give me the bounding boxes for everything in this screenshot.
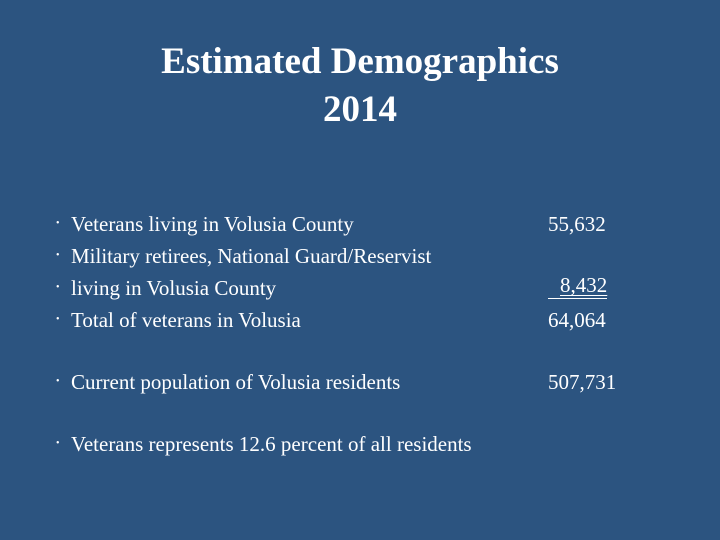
bullet-value: 64,064 bbox=[548, 308, 606, 332]
bullet-row: • Veterans represents 12.6 percent of all… bbox=[0, 428, 720, 460]
title-line: Estimated Demographics bbox=[161, 41, 559, 82]
bullet-value: 8,432 bbox=[548, 272, 608, 299]
bullet-row: • Military retirees, National Guard/Reser… bbox=[0, 240, 720, 272]
bullet-text: Total of veterans in Volusia bbox=[71, 308, 301, 332]
bullet-row: • Veterans living in Volusia County 55,632 bbox=[0, 208, 720, 240]
bullet-text: Current population of Volusia residents bbox=[71, 370, 401, 394]
bullet-dot: • bbox=[56, 438, 60, 449]
bullet-dot: • bbox=[56, 282, 60, 293]
bullet-dot: • bbox=[56, 314, 60, 325]
bullet-text: living in Volusia County bbox=[71, 276, 277, 300]
bullet-value: 55,632 bbox=[548, 212, 606, 236]
bullet-text: Veterans represents 12.6 percent of all … bbox=[71, 432, 472, 456]
title-line: 2014 bbox=[323, 89, 397, 130]
bullet-row: • Current population of Volusia residents… bbox=[0, 366, 720, 398]
bullet-text: Military retirees, National Guard/Reserv… bbox=[71, 244, 432, 268]
bullet-text: Veterans living in Volusia County bbox=[71, 212, 354, 236]
bullet-dot: • bbox=[56, 218, 60, 229]
bullet-value: 507,731 bbox=[548, 370, 617, 394]
bullet-row: • living in Volusia County 8,432 bbox=[0, 272, 720, 304]
bullet-row: • Total of veterans in Volusia 64,064 bbox=[0, 304, 720, 336]
bullet-dot: • bbox=[56, 250, 60, 261]
bullet-dot: • bbox=[56, 376, 60, 387]
